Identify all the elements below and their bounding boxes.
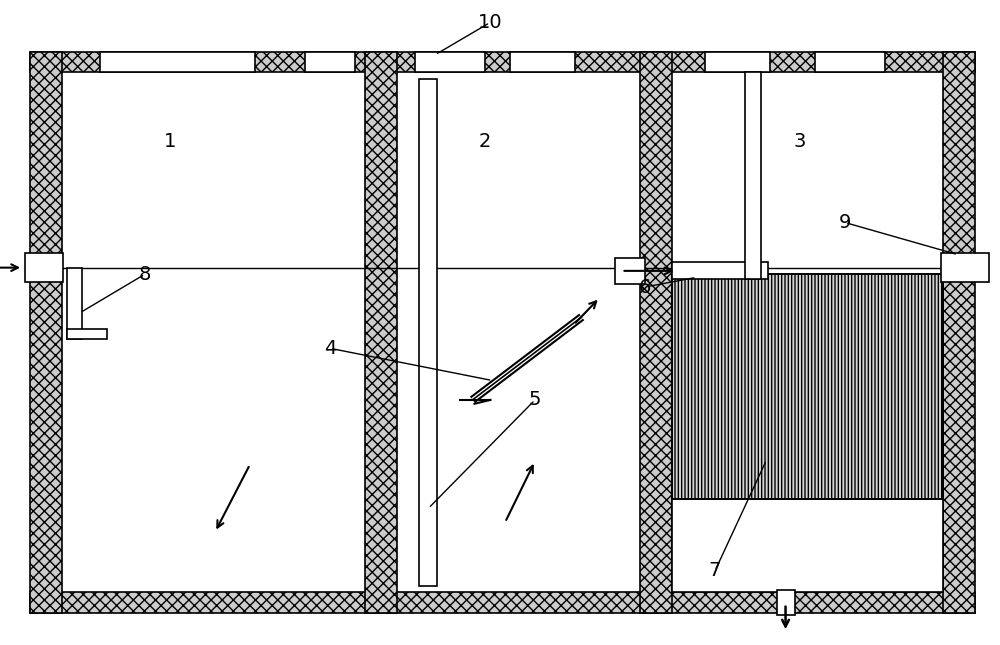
Text: 9: 9 — [839, 213, 851, 232]
Bar — [62, 72, 365, 592]
Bar — [30, 592, 975, 613]
Bar — [672, 274, 943, 499]
Bar — [67, 329, 107, 339]
Bar — [815, 52, 885, 72]
Bar — [615, 258, 645, 284]
Bar — [415, 52, 485, 72]
Bar — [100, 52, 255, 72]
Text: 1: 1 — [164, 132, 176, 152]
Text: 10: 10 — [478, 13, 502, 32]
Text: 7: 7 — [709, 561, 721, 580]
Bar — [30, 52, 62, 613]
Bar — [397, 72, 640, 592]
Bar — [305, 52, 355, 72]
Bar — [419, 79, 437, 586]
Text: 5: 5 — [529, 390, 541, 410]
Bar — [943, 52, 975, 613]
Bar — [672, 499, 943, 592]
Bar — [30, 52, 975, 72]
Bar — [672, 72, 943, 592]
Bar — [777, 590, 795, 615]
Bar — [705, 52, 770, 72]
Bar — [941, 253, 989, 282]
Bar — [672, 274, 943, 499]
Bar — [67, 268, 82, 339]
Bar — [25, 253, 63, 282]
Text: 6: 6 — [639, 277, 651, 297]
Bar — [640, 52, 672, 613]
Bar — [510, 52, 575, 72]
Text: 2: 2 — [479, 132, 491, 152]
Text: 4: 4 — [324, 339, 336, 358]
Text: 8: 8 — [139, 264, 151, 284]
Text: 3: 3 — [794, 132, 806, 152]
Bar — [745, 72, 761, 279]
Bar — [672, 263, 768, 279]
Bar — [365, 52, 397, 613]
